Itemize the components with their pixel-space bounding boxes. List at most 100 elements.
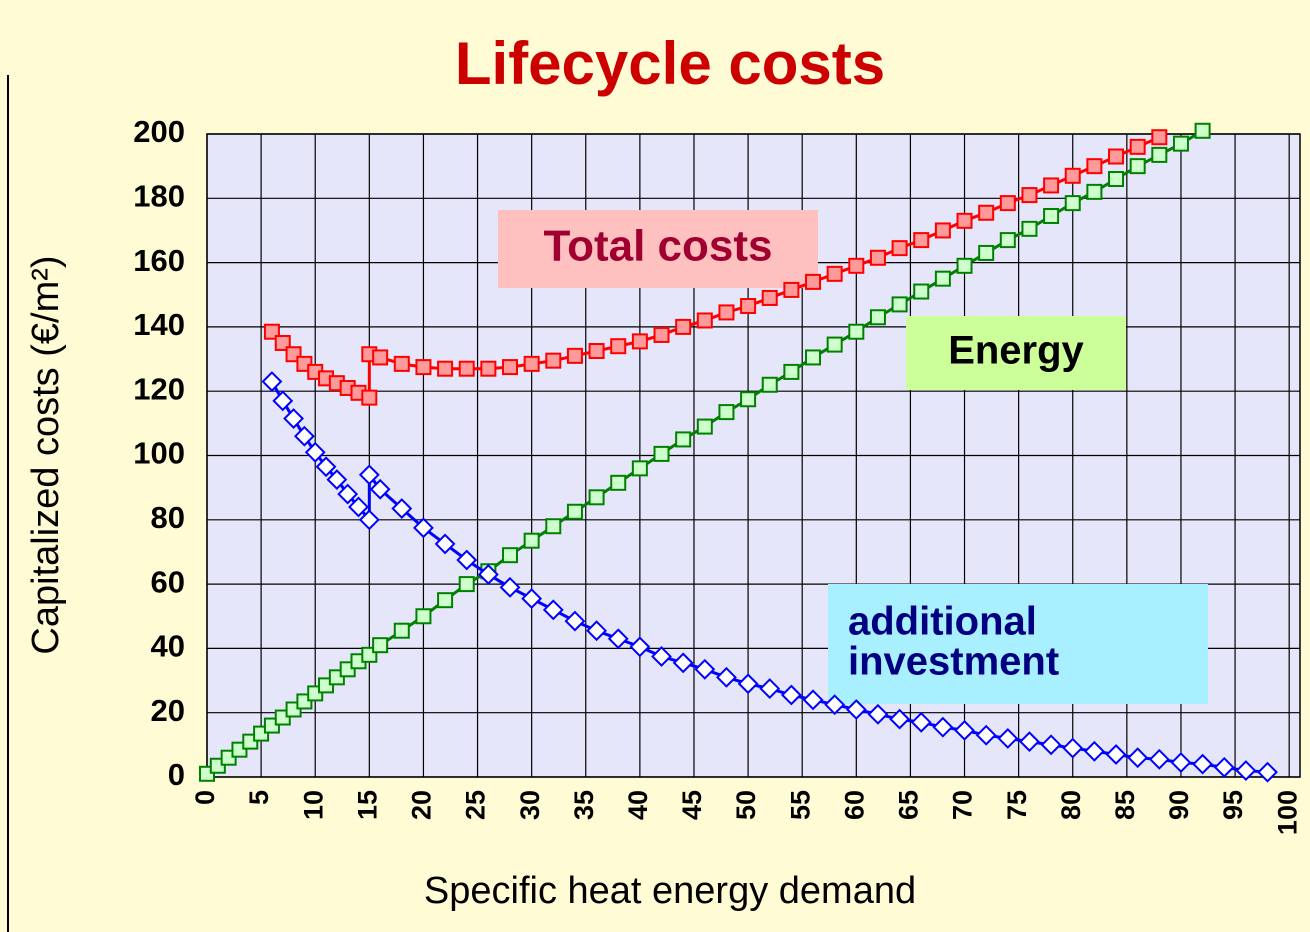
marker: [521, 588, 543, 609]
marker: [1257, 761, 1278, 783]
marker: [1148, 748, 1170, 770]
marker: [824, 694, 846, 716]
marker: [1129, 138, 1146, 155]
marker: [845, 699, 867, 720]
marker: [1108, 171, 1125, 188]
y-tick-label: 140: [133, 307, 185, 342]
marker: [393, 622, 410, 639]
marker: [566, 347, 583, 364]
x-tick-label: 5: [244, 790, 274, 805]
marker: [1086, 158, 1103, 175]
marker: [956, 212, 973, 229]
marker: [675, 431, 692, 448]
marker: [391, 498, 413, 519]
marker: [653, 445, 670, 462]
marker: [848, 257, 865, 274]
y-tick-label: 160: [133, 243, 185, 278]
marker: [1127, 747, 1149, 769]
x-tick-label: 0: [190, 790, 220, 805]
marker: [1194, 122, 1211, 139]
y-tick-label: 40: [151, 629, 185, 664]
x-tick-label: 10: [298, 790, 328, 820]
marker: [1086, 183, 1103, 200]
annotation: Total costs: [543, 222, 772, 271]
marker: [802, 689, 824, 711]
marker: [999, 195, 1016, 212]
marker: [545, 352, 562, 369]
marker: [761, 376, 778, 393]
marker: [629, 636, 651, 658]
marker: [499, 576, 521, 598]
marker: [696, 312, 713, 329]
y-tick-label: 0: [168, 757, 185, 792]
marker: [1021, 220, 1038, 237]
marker: [783, 281, 800, 298]
x-tick-label: 20: [407, 790, 437, 820]
annotation: Energy: [948, 329, 1084, 373]
x-tick-label: 25: [461, 790, 491, 820]
marker: [1105, 744, 1127, 765]
x-tick-label: 90: [1164, 790, 1194, 820]
x-axis-title: Specific heat energy demand: [424, 870, 916, 912]
y-tick-label: 80: [151, 500, 185, 535]
marker: [653, 326, 670, 343]
x-tick-label: 60: [839, 790, 869, 820]
marker: [826, 336, 843, 353]
x-tick-label: 80: [1056, 790, 1086, 820]
marker: [502, 547, 519, 564]
x-tick-label: 100: [1272, 790, 1302, 835]
x-tick-label: 65: [894, 790, 924, 820]
marker: [1043, 207, 1060, 224]
marker: [1213, 756, 1235, 778]
annotation-box: [498, 210, 818, 288]
marker: [1019, 731, 1040, 753]
marker: [934, 270, 951, 287]
marker: [1129, 158, 1146, 175]
marker: [759, 678, 781, 700]
marker: [588, 489, 605, 506]
marker: [740, 298, 757, 315]
marker: [480, 360, 497, 377]
marker: [458, 360, 475, 377]
marker: [997, 728, 1019, 749]
marker: [326, 469, 348, 491]
marker: [523, 355, 540, 372]
y-tick-label: 20: [151, 693, 185, 728]
x-tick-label: 95: [1218, 790, 1248, 820]
marker: [999, 232, 1016, 249]
marker: [261, 371, 283, 392]
marker: [975, 724, 997, 746]
marker: [607, 628, 629, 650]
marker: [913, 283, 930, 300]
x-tick-label: 50: [731, 790, 761, 820]
x-tick-label: 85: [1110, 790, 1140, 820]
marker: [1192, 753, 1214, 775]
marker: [783, 363, 800, 380]
annotation-box: [828, 584, 1208, 704]
marker: [718, 404, 735, 421]
marker: [1108, 148, 1125, 165]
marker: [867, 703, 889, 725]
marker: [1083, 740, 1105, 762]
y-axis-title: Capitalized costs (€/m²): [25, 255, 67, 654]
x-tick-label: 75: [1002, 790, 1032, 820]
marker: [932, 716, 954, 738]
y-tick-label: 180: [133, 178, 185, 213]
marker: [1064, 167, 1081, 184]
plot-border: [206, 133, 1301, 778]
marker: [1151, 146, 1168, 163]
marker: [393, 355, 410, 372]
chart-title: Lifecycle costs: [455, 30, 885, 97]
marker: [934, 222, 951, 239]
marker: [586, 620, 607, 642]
marker: [761, 289, 778, 306]
marker: [913, 232, 930, 249]
marker: [372, 637, 389, 654]
marker: [891, 296, 908, 313]
marker: [437, 592, 454, 609]
marker: [315, 456, 337, 478]
marker: [458, 576, 475, 593]
x-tick-label: 55: [785, 790, 815, 820]
y-tick-label: 100: [133, 436, 185, 471]
marker: [910, 711, 932, 733]
